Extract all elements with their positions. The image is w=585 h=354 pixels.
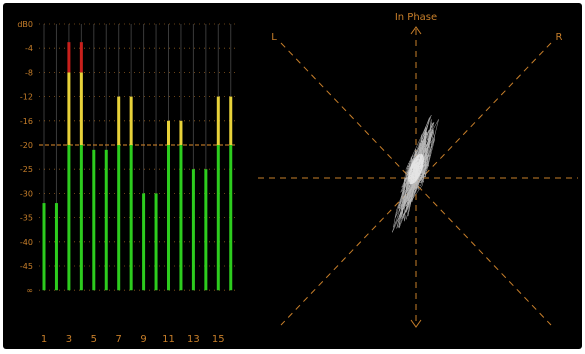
vectorscope: In Phase L R — [258, 12, 578, 328]
meter-bar-red — [67, 42, 71, 73]
meter-scale-label: -8 — [25, 68, 33, 77]
meter-bar-green — [179, 145, 183, 291]
audio-meter-panel: dB0 -4 -8 -12 -16 -20 -25 -30 -35 -40 -45 ∞ 1 3 5 7 9 11… — [3, 3, 582, 349]
meter-channel-labels: 1 3 5 7 9 11 13 15 — [41, 334, 225, 345]
meter-bar-green — [79, 145, 83, 291]
meter-bar-green — [129, 145, 133, 291]
meter-bar-yellow — [79, 72, 83, 145]
meter-channel-label: 9 — [140, 334, 146, 345]
meter-bar-green — [191, 169, 195, 291]
meter-scale-label: ∞ — [26, 286, 33, 295]
meter-bar-green — [42, 203, 46, 291]
meter-bar-green — [67, 145, 71, 291]
meter-channel-label: 3 — [66, 334, 72, 345]
meter-bar-green — [104, 149, 108, 291]
meter-bar-red — [79, 42, 83, 73]
meter-scale: dB0 -4 -8 -12 -16 -20 -25 -30 -35 -40 -45 ∞ — [17, 20, 33, 295]
meter-bar-green — [154, 193, 158, 291]
left-channel-label: L — [271, 32, 277, 43]
meter-bar-green — [216, 145, 220, 291]
meter-scale-label: -30 — [20, 189, 33, 198]
up-arrow-icon — [410, 26, 422, 35]
meter-bar-yellow — [216, 96, 220, 145]
meter-bar-yellow — [167, 120, 170, 145]
meter-bar-yellow — [229, 96, 233, 145]
meter-bar-green — [54, 203, 58, 291]
meter-bar-green — [142, 193, 146, 291]
meter-scale-label: -25 — [20, 165, 33, 174]
vectorscope-trace-core — [408, 153, 424, 185]
meter-scale-label: -45 — [20, 262, 33, 271]
meter-channel-label: 15 — [212, 334, 225, 345]
meter-bar-green — [92, 149, 96, 291]
meter-bars — [42, 42, 233, 291]
meter-bar-green — [167, 145, 170, 291]
in-phase-label: In Phase — [395, 12, 437, 23]
meter-channel-label: 11 — [162, 334, 175, 345]
meter-bar-green — [117, 145, 121, 291]
meter-scale-label: -16 — [20, 117, 33, 126]
meter-bar-yellow — [67, 72, 71, 145]
meter-scale-label: -40 — [20, 238, 33, 247]
meter-bar-green — [204, 169, 208, 291]
meter-scale-label: -12 — [20, 93, 33, 102]
level-meter: dB0-4-8-12-16-20-25-30-35-40-45∞ 1 3 5 7 9 11… — [17, 20, 236, 345]
meter-channel-label: 13 — [187, 334, 200, 345]
right-channel-label: R — [556, 32, 563, 43]
meter-bar-yellow — [129, 96, 133, 145]
meter-scale-label: -20 — [20, 141, 33, 150]
meter-scale-label: -35 — [20, 214, 33, 223]
meter-bar-yellow — [179, 120, 183, 145]
vectorscope-arrows — [410, 26, 422, 328]
meter-channel-label: 1 — [41, 334, 47, 345]
vectorscope-trace-line — [391, 114, 439, 233]
meter-channel-label: 5 — [91, 334, 97, 345]
vectorscope-trace — [391, 114, 439, 233]
down-arrow-icon — [410, 319, 422, 328]
meter-channel-label: 7 — [116, 334, 122, 345]
meter-scale-label: dB0 — [17, 20, 33, 29]
meter-bar-yellow — [117, 96, 121, 145]
meter-bar-green — [229, 145, 233, 291]
meter-scale-label: -4 — [25, 44, 33, 53]
